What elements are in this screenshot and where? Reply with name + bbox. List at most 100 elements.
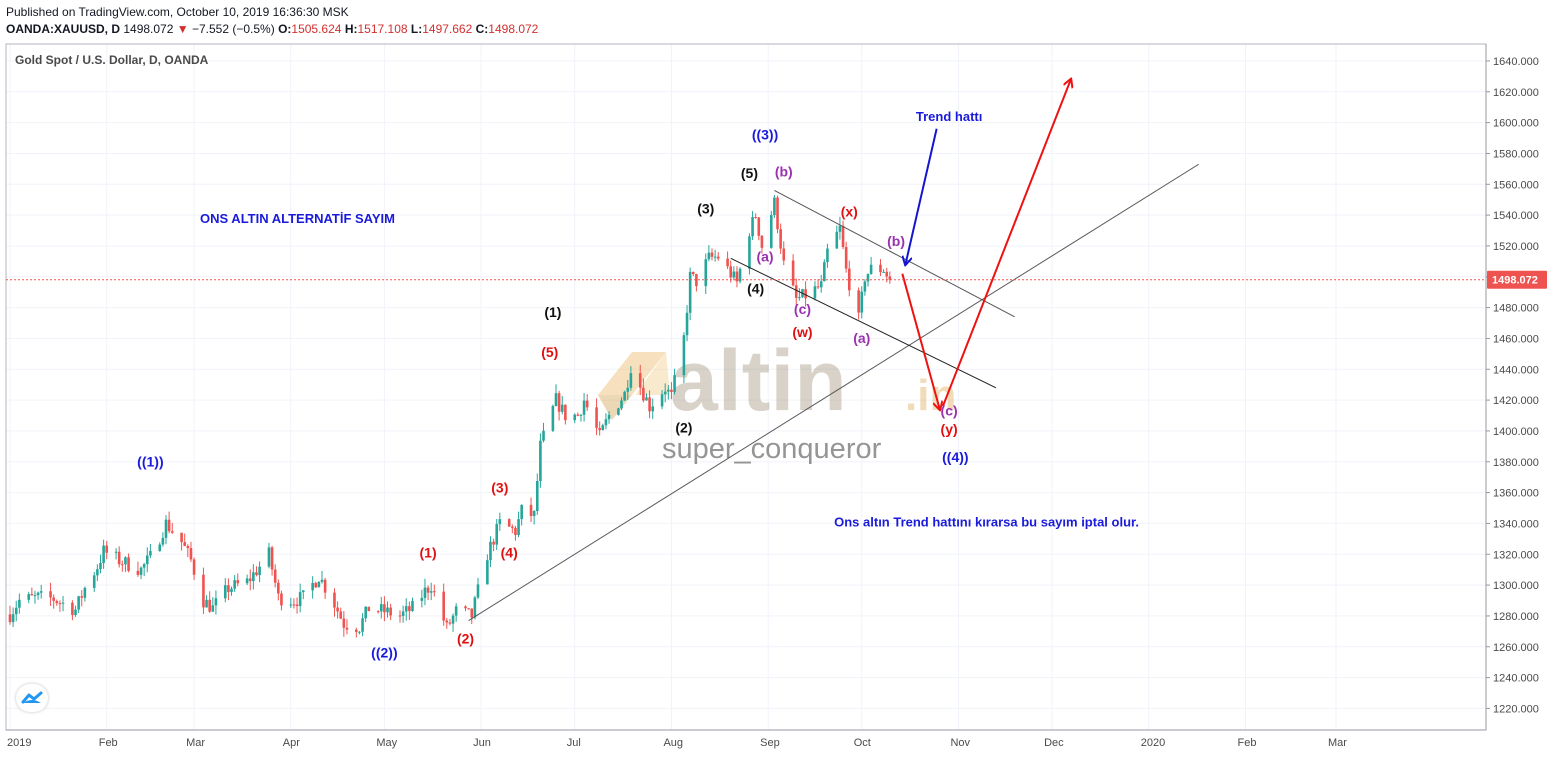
price-tick-label: 1440.000	[1493, 364, 1539, 376]
price-axis[interactable]: 1220.000 1240.000 1260.000 1280.000 1300.000…	[1486, 56, 1539, 715]
candle-body	[582, 400, 586, 415]
candle-body	[860, 291, 864, 313]
candle-body	[757, 217, 761, 236]
candle-body	[420, 597, 424, 601]
candle-body	[355, 629, 358, 632]
candle-body	[139, 567, 143, 575]
high-value: 1517.108	[357, 22, 408, 36]
wave-label: (x)	[841, 204, 858, 220]
wave-label: (5)	[741, 165, 758, 181]
wave-label: (2)	[675, 419, 692, 435]
candle-body	[233, 580, 236, 589]
candle-body	[317, 581, 321, 588]
candle-body	[489, 541, 492, 561]
candle-body	[320, 579, 324, 582]
ohlc-line: OANDA:XAUUSD, D 1498.072 ▼ −7.552 (−0.5%…	[6, 21, 538, 38]
time-tick-label: 2020	[1141, 737, 1165, 749]
candle-body	[623, 391, 626, 401]
wave-label: (1)	[544, 304, 561, 320]
candle-body	[411, 600, 414, 612]
published-line: Published on TradingView.com, October 10…	[6, 5, 349, 19]
last-price-value: 1498.072	[1492, 275, 1538, 287]
price-tick-label: 1560.000	[1493, 179, 1539, 191]
candle-body	[826, 248, 829, 263]
candle-body	[663, 391, 667, 395]
candle-body	[688, 271, 692, 313]
symbol-name[interactable]: OANDA:XAUUSD, D	[6, 22, 120, 36]
candle-body	[595, 407, 598, 428]
candle-body	[205, 599, 208, 608]
candle-body	[735, 271, 739, 282]
candle-body	[866, 273, 870, 282]
candle-body	[292, 604, 296, 606]
candle-body	[888, 276, 892, 280]
candle-body	[429, 591, 433, 593]
open-label: O:	[278, 22, 292, 36]
candle-body	[813, 286, 817, 299]
candle-body	[14, 607, 18, 615]
candle-body	[885, 271, 889, 277]
candle-body	[660, 394, 664, 407]
candle-body	[601, 425, 605, 430]
price-tick-label: 1360.000	[1493, 488, 1539, 500]
candle-body	[498, 519, 502, 525]
candle-body	[557, 393, 561, 412]
candle-body	[273, 569, 277, 583]
candle-body	[651, 406, 655, 412]
candle-body	[645, 397, 648, 401]
candle-body	[99, 562, 102, 570]
candle-body	[882, 271, 885, 273]
candle-body	[230, 588, 233, 593]
candle-body	[170, 531, 174, 533]
candle-body	[161, 537, 165, 545]
candle-body	[476, 584, 480, 598]
candle-body	[748, 236, 751, 269]
candle-body	[183, 542, 187, 546]
wave-label: (3)	[491, 480, 508, 496]
candle-body	[585, 400, 589, 408]
wave-label: (b)	[775, 164, 793, 180]
time-tick-label: Jul	[567, 737, 581, 749]
candle-body	[124, 557, 127, 565]
candle-body	[77, 596, 80, 610]
low-value: 1497.662	[422, 22, 473, 36]
candle-body	[92, 575, 96, 588]
candle-body	[729, 266, 733, 278]
candle-body	[542, 430, 545, 441]
candle-body	[517, 519, 520, 535]
wave-label: ((3))	[752, 127, 778, 143]
candle-body	[670, 389, 673, 393]
candle-body	[211, 605, 215, 612]
candle-body	[520, 504, 523, 520]
candle-body	[121, 564, 124, 566]
candle-body	[36, 592, 40, 596]
candle-body	[27, 594, 31, 600]
time-axis[interactable]: 2019 Feb Mar Apr May Jun Jul Aug Sep Oct Nov Dec 202…	[7, 737, 1347, 749]
candle-body	[80, 596, 84, 598]
tradingview-logo-icon[interactable]	[16, 684, 48, 712]
candle-body	[223, 585, 227, 599]
time-tick-label: Jun	[473, 737, 491, 749]
candle-body	[617, 408, 620, 415]
candle-body	[607, 414, 611, 420]
wave-label: (c)	[941, 403, 958, 419]
candle-body	[8, 614, 12, 623]
candle-body	[573, 414, 577, 421]
candle-body	[560, 404, 564, 412]
price-tick-label: 1540.000	[1493, 210, 1539, 222]
candle-body	[52, 597, 55, 601]
candle-body	[136, 570, 140, 575]
candle-body	[408, 606, 411, 612]
price-tick-label: 1460.000	[1493, 333, 1539, 345]
candle-body	[142, 564, 146, 568]
candle-body	[804, 289, 807, 299]
candle-body	[442, 591, 445, 621]
price-tick-label: 1620.000	[1493, 87, 1539, 99]
candle-body	[713, 256, 717, 258]
price-tick-label: 1280.000	[1493, 611, 1539, 623]
trend-pointer-arrow	[905, 128, 938, 265]
candle-body	[816, 286, 820, 288]
candle-body	[30, 594, 34, 596]
candle-body	[695, 274, 698, 287]
